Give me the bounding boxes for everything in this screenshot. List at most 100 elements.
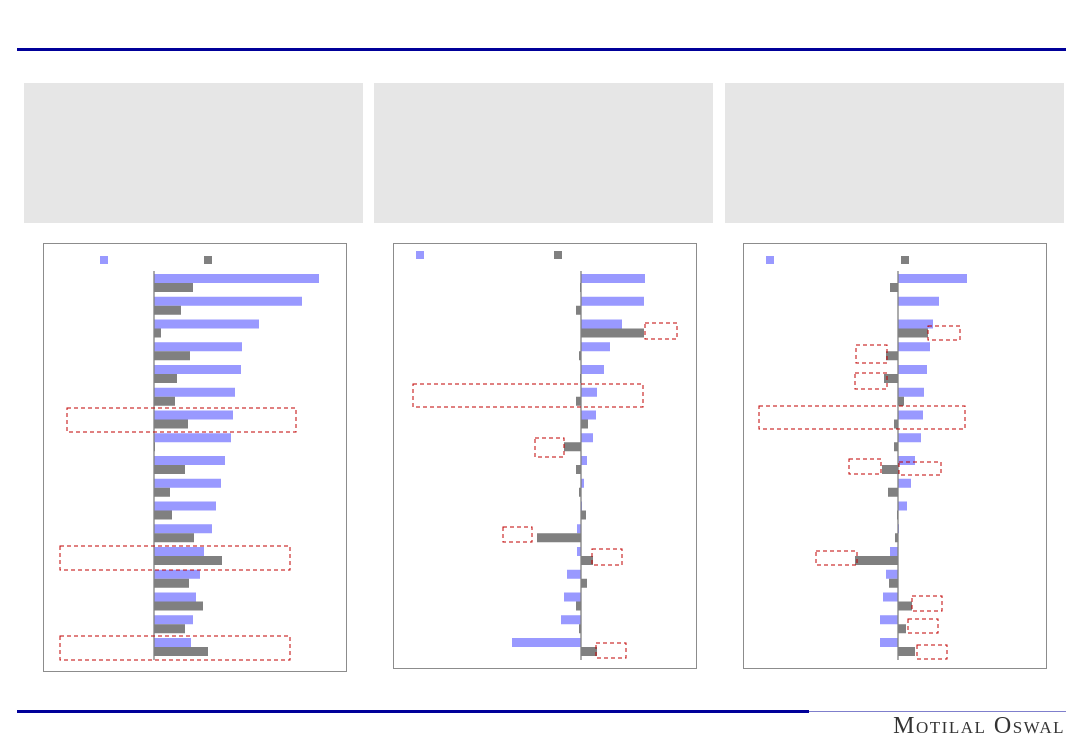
- bar-series-2-row-17: [581, 647, 597, 656]
- bar-series-1-row-7: [154, 410, 233, 420]
- bar-series-2-row-6: [154, 396, 175, 406]
- motilal-oswal-logo: Motilal Oswal: [893, 713, 1065, 739]
- bar-series-2-row-9: [154, 465, 185, 474]
- bar-series-2-row-16: [898, 624, 906, 634]
- bar-series-2-row-2: [576, 305, 581, 315]
- bar-series-2-row-3: [898, 328, 928, 338]
- highlight-box: [412, 383, 644, 408]
- legend-swatch-1: [416, 251, 424, 259]
- bar-series-2-row-4: [579, 351, 581, 361]
- bar-series-1-row-15: [154, 592, 196, 602]
- bar-series-1-row-11: [898, 501, 907, 511]
- highlight-box: [854, 372, 888, 390]
- bar-series-2-row-1: [890, 283, 898, 292]
- footer-rule: [17, 710, 809, 713]
- bar-series-2-row-15: [576, 601, 581, 611]
- bar-series-1-row-8: [154, 433, 231, 443]
- bar-series-2-row-10: [888, 487, 898, 497]
- highlight-box: [911, 595, 943, 612]
- bar-series-1-row-16: [154, 615, 193, 625]
- highlight-box: [848, 458, 882, 475]
- bar-series-1-row-14: [154, 569, 200, 579]
- bar-series-1-row-9: [898, 456, 915, 465]
- bar-series-1-row-2: [581, 296, 644, 306]
- bar-series-2-row-11: [154, 510, 172, 520]
- bar-series-1-row-6: [898, 387, 924, 397]
- bar-series-1-row-3: [581, 319, 622, 329]
- bar-series-2-row-15: [898, 601, 912, 611]
- bar-series-2-row-3: [581, 328, 644, 338]
- bar-series-1-row-15: [564, 592, 581, 602]
- bar-series-2-row-5: [154, 374, 177, 383]
- bar-series-2-row-12: [895, 533, 898, 543]
- text-panel-3: [725, 83, 1064, 223]
- bar-series-1-row-8: [581, 433, 593, 443]
- bar-series-2-row-7: [894, 419, 898, 429]
- bar-series-1-row-14: [886, 569, 898, 579]
- text-panel-1: [24, 83, 363, 223]
- bar-series-2-row-14: [581, 578, 587, 588]
- bar-series-1-row-1: [581, 274, 645, 283]
- bar-series-2-row-9: [882, 465, 898, 474]
- highlight-box: [595, 642, 627, 659]
- bar-series-1-row-2: [898, 296, 939, 306]
- bar-series-2-row-5: [884, 374, 898, 383]
- bar-series-2-row-13: [581, 556, 593, 565]
- bar-series-1-row-17: [154, 638, 191, 647]
- bar-series-2-row-13: [855, 556, 898, 565]
- highlight-box: [644, 322, 678, 340]
- bar-series-2-row-16: [579, 624, 581, 634]
- bar-series-1-row-4: [154, 342, 242, 352]
- bar-series-2-row-17: [154, 647, 208, 656]
- bar-series-1-row-13: [577, 547, 581, 556]
- bar-series-1-row-16: [561, 615, 581, 625]
- bar-series-1-row-13: [890, 547, 898, 556]
- bar-series-2-row-2: [154, 305, 181, 315]
- bar-series-1-row-12: [154, 524, 212, 534]
- legend-swatch-2: [554, 251, 562, 259]
- bar-series-2-row-11: [581, 510, 586, 520]
- highlight-box: [927, 325, 961, 341]
- bar-series-1-row-3: [154, 319, 259, 329]
- bar-series-1-row-8: [898, 433, 921, 443]
- highlight-box: [502, 526, 533, 543]
- bar-series-2-row-4: [886, 351, 898, 361]
- legend-swatch-1: [766, 256, 774, 264]
- bar-series-2-row-3: [154, 328, 161, 338]
- bar-series-1-row-17: [880, 638, 898, 647]
- legend-swatch-2: [901, 256, 909, 264]
- bar-series-1-row-1: [154, 274, 319, 283]
- bar-series-2-row-8: [894, 442, 898, 452]
- bar-chart-2: [393, 243, 697, 669]
- bar-series-1-row-11: [154, 501, 216, 511]
- header-rule: [17, 48, 1066, 51]
- bar-series-2-row-1: [154, 283, 193, 292]
- highlight-box: [898, 461, 942, 476]
- bar-series-1-row-3: [898, 319, 933, 329]
- bar-series-2-row-14: [154, 578, 189, 588]
- chart-canvas: [758, 256, 967, 660]
- bar-chart-3: [743, 243, 1047, 669]
- bar-series-2-row-10: [579, 487, 581, 497]
- highlight-box: [534, 437, 565, 458]
- chart-canvas: [412, 251, 678, 660]
- bar-series-2-row-4: [154, 351, 190, 361]
- bar-series-2-row-8: [564, 442, 581, 452]
- text-panel-2: [374, 83, 713, 223]
- highlight-box: [758, 405, 966, 430]
- highlight-box: [815, 550, 858, 566]
- bar-series-2-row-6: [576, 396, 581, 406]
- legend-swatch-1: [100, 256, 108, 264]
- bar-series-2-row-12: [154, 533, 194, 543]
- bar-series-1-row-10: [154, 478, 221, 488]
- bar-series-1-row-10: [581, 478, 584, 488]
- bar-series-2-row-10: [154, 487, 170, 497]
- bar-series-1-row-5: [898, 365, 927, 374]
- legend-swatch-2: [204, 256, 212, 264]
- bar-series-1-row-7: [581, 410, 596, 420]
- bar-series-2-row-14: [889, 578, 898, 588]
- highlight-box: [591, 548, 623, 566]
- bar-series-1-row-7: [898, 410, 923, 420]
- bar-series-1-row-5: [581, 365, 604, 374]
- bar-series-2-row-16: [154, 624, 185, 634]
